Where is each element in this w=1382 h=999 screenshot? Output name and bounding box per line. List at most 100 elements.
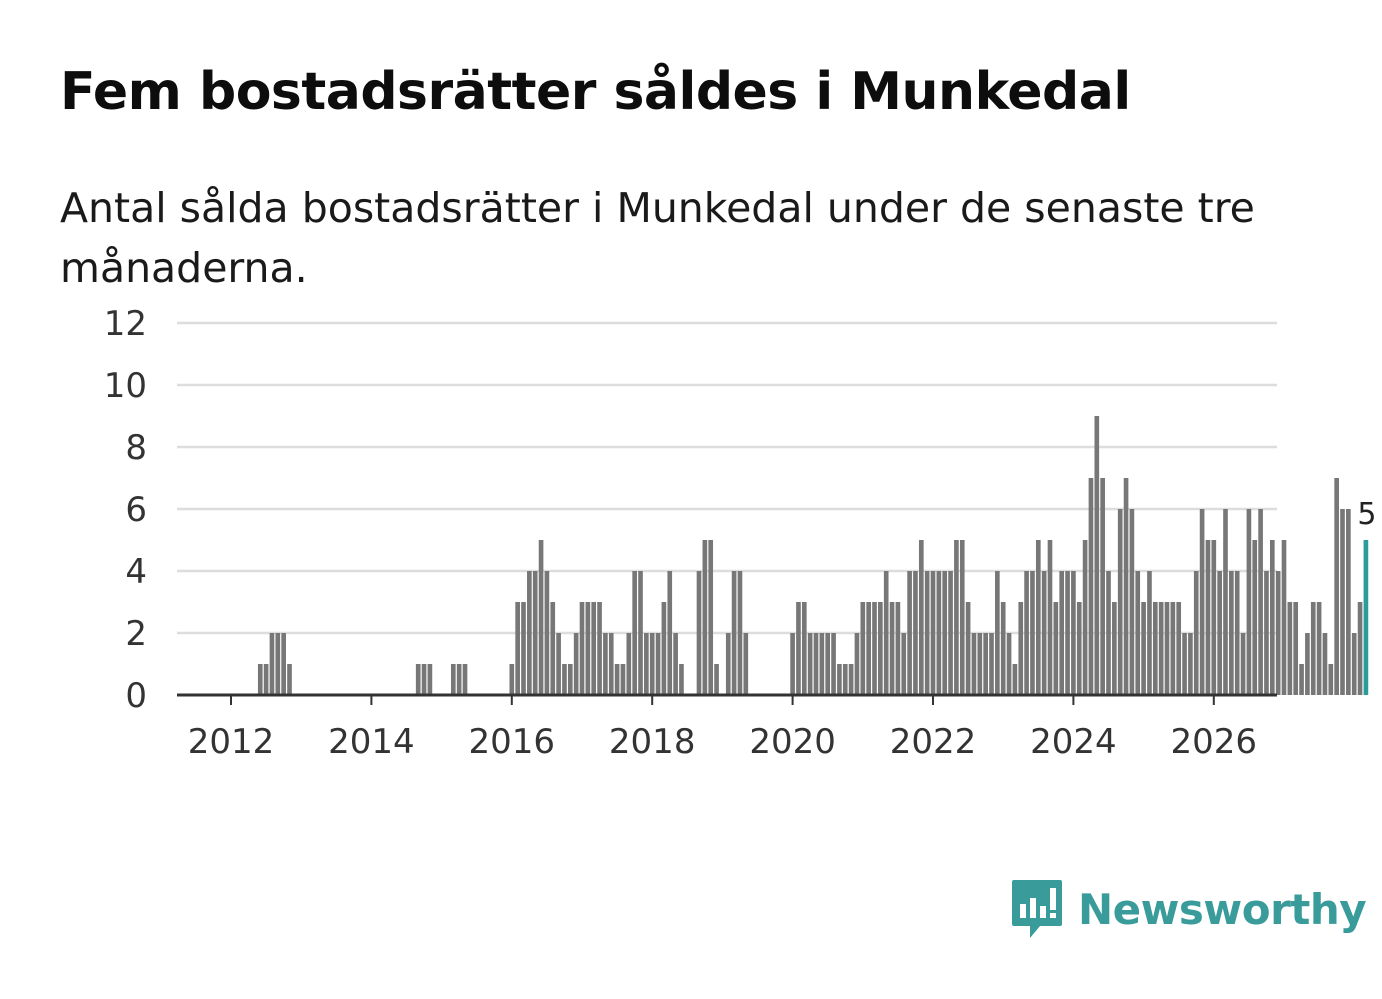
bar (1199, 509, 1205, 695)
bar (1310, 602, 1316, 695)
bar (1264, 571, 1269, 695)
bar (1334, 478, 1339, 695)
bar (930, 571, 936, 695)
y-tick-label: 2 (125, 614, 147, 654)
bar (1012, 664, 1018, 695)
bar (883, 571, 889, 695)
bar (878, 602, 883, 695)
bar (807, 633, 813, 695)
bar (714, 664, 719, 695)
bar (959, 540, 965, 695)
bar (1106, 571, 1111, 695)
bar (655, 633, 661, 695)
bar (1293, 602, 1299, 695)
bar (819, 633, 825, 695)
bar (544, 571, 550, 695)
bar (924, 571, 930, 695)
x-tick-label: 2026 (1171, 722, 1258, 762)
bar (842, 664, 848, 695)
bar (1053, 602, 1059, 695)
bar (450, 664, 456, 695)
bar (1193, 571, 1199, 695)
bar (1240, 633, 1246, 695)
brand-name: Newsworthy (1078, 884, 1367, 934)
bar-latest (1363, 540, 1369, 695)
x-tick-label: 2018 (609, 722, 696, 762)
bar (1182, 633, 1187, 695)
bar (1076, 602, 1082, 695)
bar (1141, 602, 1146, 695)
bar (1234, 571, 1240, 695)
bar (1006, 633, 1012, 695)
bar (1299, 664, 1304, 695)
bar (848, 664, 854, 695)
bar (1123, 478, 1129, 695)
x-tick-label: 2024 (1030, 722, 1117, 762)
bar (948, 571, 953, 695)
bar (608, 633, 614, 695)
bar (1188, 633, 1193, 695)
bar (614, 664, 620, 695)
bar (825, 633, 831, 695)
newsworthy-logo: Newsworthy (1010, 878, 1367, 940)
bar (257, 664, 263, 695)
bar (1252, 540, 1258, 695)
bar (1357, 602, 1363, 695)
bar (1316, 602, 1322, 695)
bar (673, 633, 678, 695)
bar (532, 571, 538, 695)
x-tick-label: 2012 (188, 722, 275, 762)
bar (661, 602, 667, 695)
bar (989, 633, 994, 695)
x-tick-label: 2020 (749, 722, 836, 762)
bar (913, 571, 918, 695)
bar (1094, 416, 1100, 695)
bar (1024, 571, 1029, 695)
bar (1135, 571, 1141, 695)
bar (790, 633, 795, 695)
newsworthy-icon (1012, 880, 1062, 938)
bar (866, 602, 871, 695)
x-tick-label: 2016 (469, 722, 556, 762)
bar (263, 664, 269, 695)
bar (1287, 602, 1293, 695)
y-tick-label: 6 (125, 490, 147, 530)
bar (1176, 602, 1182, 695)
bar (1229, 571, 1234, 695)
bar (854, 633, 860, 695)
bar (1269, 540, 1275, 695)
bar (813, 633, 819, 695)
bar (1328, 664, 1334, 695)
bar (550, 602, 556, 695)
bar (907, 571, 912, 695)
bar (1047, 540, 1053, 695)
bar (281, 633, 286, 695)
bar (725, 633, 731, 695)
bar (831, 633, 836, 695)
bar (603, 633, 608, 695)
bar (696, 571, 702, 695)
bar (1211, 540, 1217, 695)
bar (1281, 540, 1287, 695)
bar (456, 664, 462, 695)
bar (509, 664, 515, 695)
bar (679, 664, 684, 695)
bar (1100, 478, 1105, 695)
y-axis: 0 2 4 6 8 10 12 (104, 304, 147, 716)
bar (796, 602, 801, 695)
bar (269, 633, 275, 695)
bar (965, 602, 971, 695)
bar (995, 571, 1000, 695)
bar (837, 664, 842, 695)
last-value-label: 5 (1357, 497, 1376, 532)
y-tick-label: 12 (104, 304, 147, 344)
bar (275, 633, 281, 695)
chart-title: Fem bostadsrätter såldes i Munkedal (60, 62, 1131, 122)
bar (1082, 540, 1088, 695)
x-tick-label: 2022 (890, 722, 977, 762)
bar (872, 602, 877, 695)
bar (515, 602, 520, 695)
chart-subtitle: Antal sålda bostadsrätter i Munkedal und… (60, 184, 1255, 292)
bar (597, 602, 602, 695)
